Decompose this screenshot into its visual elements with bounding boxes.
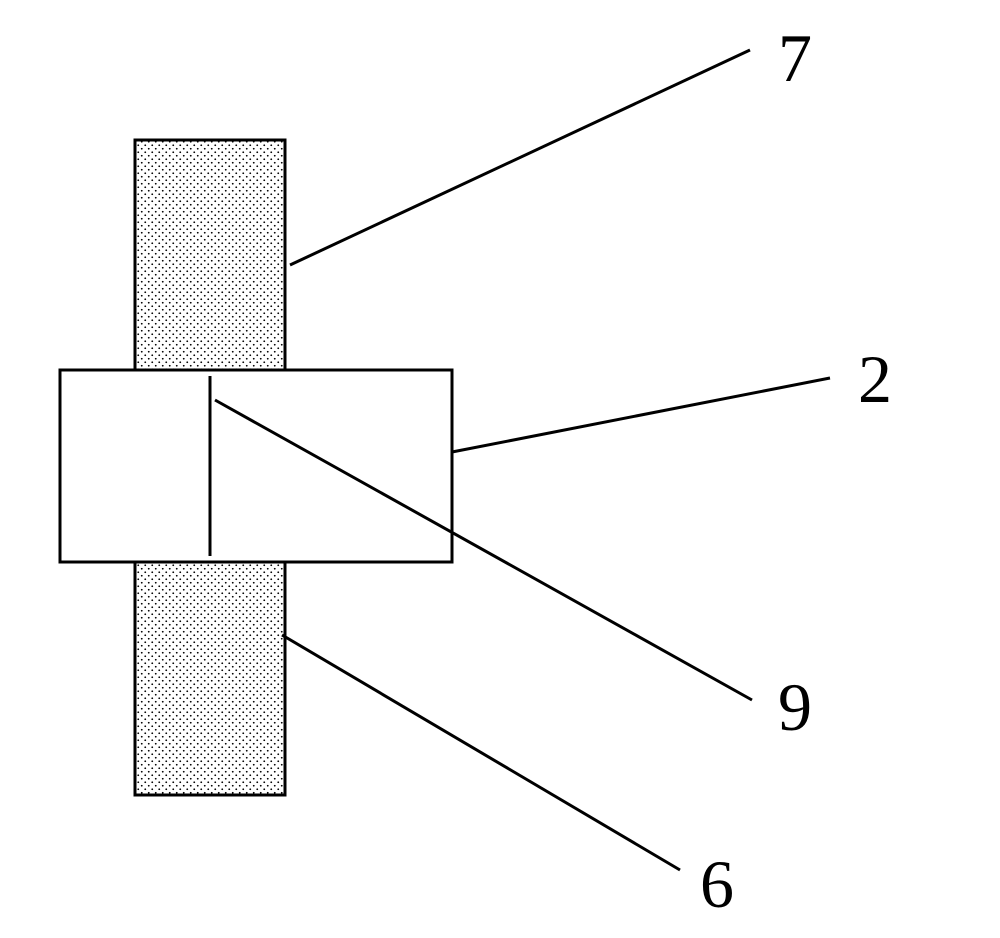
callout-label-7: 7	[778, 24, 812, 92]
leader-line	[452, 378, 830, 452]
horizontal-box	[60, 370, 452, 562]
leader-line	[290, 50, 750, 265]
callout-label-9: 9	[778, 673, 812, 741]
leader-line	[282, 635, 680, 870]
stippled-column-top	[135, 140, 285, 370]
callout-label-2: 2	[858, 345, 892, 413]
stippled-column-bottom	[135, 562, 285, 795]
callout-label-6: 6	[700, 850, 734, 918]
diagram-stage: 7 2 9 6	[0, 0, 1000, 938]
diagram-svg	[0, 0, 1000, 938]
